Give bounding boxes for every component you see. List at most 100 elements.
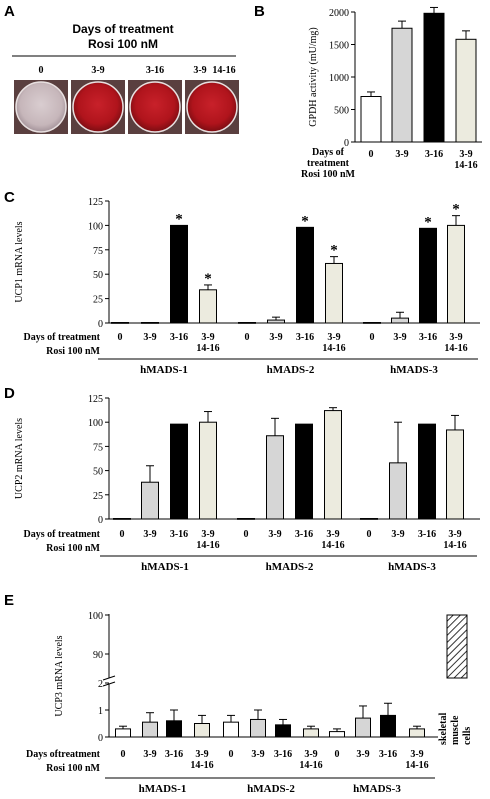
- bar: [329, 731, 345, 738]
- well-dish: [186, 81, 238, 133]
- skeletal-muscle-bar: [446, 614, 468, 679]
- well-1: [14, 80, 68, 134]
- category-label: 3-9: [195, 749, 208, 760]
- row-label: Rosi 100 nM: [301, 169, 355, 180]
- bar: [199, 421, 217, 520]
- category-label: 3-9: [268, 529, 281, 540]
- significance-star: *: [424, 214, 432, 230]
- y-tick-label: 0: [98, 319, 103, 330]
- y-tick-label: 25: [93, 295, 103, 306]
- row-label: Days of treatment: [24, 529, 101, 540]
- category-label: 14-16: [454, 160, 477, 171]
- y-tick-label: 1500: [329, 41, 349, 52]
- category-label: 14-16: [299, 760, 322, 771]
- row-label: Rosi 100 nM: [46, 346, 100, 357]
- category-label: 14-16: [196, 343, 219, 354]
- well-2: [71, 80, 125, 134]
- bar: [325, 262, 343, 324]
- category-label: 3-9: [143, 529, 156, 540]
- category-label: 3-9: [448, 529, 461, 540]
- category-label: 3-9: [395, 149, 408, 160]
- bar: [113, 518, 131, 520]
- group-label: hMADS-2: [267, 364, 315, 376]
- y-tick-label: 0: [98, 733, 103, 744]
- category-label: 3-16: [274, 749, 292, 760]
- y-tick-label: 2000: [329, 8, 349, 19]
- group-label: hMADS-1: [139, 783, 187, 795]
- row-label: Days of treatment: [24, 332, 101, 343]
- bar: [455, 38, 477, 143]
- y-tick-label: 100: [88, 221, 103, 232]
- bar: [238, 322, 256, 324]
- well-dish: [72, 81, 124, 133]
- panel-d-letter: D: [4, 385, 15, 402]
- panel-e-letter: E: [4, 592, 14, 609]
- axis-break-mark: [102, 681, 116, 687]
- category-label: 0: [245, 332, 250, 343]
- category-label: 3-9: [269, 332, 282, 343]
- category-label: 3-9: [143, 749, 156, 760]
- category-label: 3-16: [379, 749, 397, 760]
- panel-b-letter: B: [254, 3, 265, 20]
- category-label: 3-9: [459, 149, 472, 160]
- bar: [194, 723, 210, 738]
- bar: [380, 714, 396, 738]
- category-label: 0: [229, 749, 234, 760]
- y-tick-label: 75: [93, 442, 103, 453]
- well-label: 14-16: [212, 65, 235, 76]
- y-tick-label: 125: [88, 394, 103, 405]
- well-label: 3-16: [146, 65, 164, 76]
- category-label: 3-9: [201, 529, 214, 540]
- y-tick-label: 125: [88, 197, 103, 208]
- category-label: 3-9: [393, 332, 406, 343]
- panel-a-header-line1: Days of treatment: [72, 22, 173, 36]
- bar: [166, 720, 182, 738]
- panel-a-letter: A: [4, 3, 15, 20]
- panel-c-letter: C: [4, 189, 15, 206]
- significance-star: *: [204, 271, 212, 287]
- group-label: hMADS-2: [247, 783, 295, 795]
- significance-star: *: [452, 202, 460, 218]
- chart-c: 0 25 50 75 100 125 UCP1 mRNA levels 0 3-9 * 3-16 * 3…: [14, 197, 480, 376]
- y-tick-label: 1: [98, 706, 103, 717]
- significance-star: *: [175, 211, 183, 227]
- bar: [142, 721, 158, 738]
- category-label: 0: [118, 332, 123, 343]
- panel-a-wells: 0 3-9 3-16 3-9 14-16: [14, 65, 239, 134]
- bar: [360, 518, 378, 520]
- category-label: 14-16: [443, 540, 466, 551]
- y-tick-label: 0: [344, 138, 349, 149]
- category-label: 3-9: [449, 332, 462, 343]
- category-label: 14-16: [321, 540, 344, 551]
- category-label: 0: [369, 149, 374, 160]
- bar: [266, 435, 284, 520]
- bar: [324, 410, 342, 520]
- well-label: 3-9: [91, 65, 104, 76]
- category-label: 0: [367, 529, 372, 540]
- category-label: 3-16: [296, 332, 314, 343]
- bar: [391, 27, 413, 143]
- y-tick-label: 90: [93, 650, 103, 661]
- y-tick-label: 2: [98, 679, 103, 690]
- y-axis-label: UCP1 mRNA levels: [14, 221, 25, 302]
- panel-a-header-line2: Rosi 100 nM: [88, 37, 158, 51]
- category-label: 3-9: [251, 749, 264, 760]
- group-label: hMADS-3: [388, 561, 436, 573]
- bar: [141, 322, 159, 324]
- category-label: 0: [244, 529, 249, 540]
- y-tick-label: 1000: [329, 73, 349, 84]
- category-label: 3-16: [295, 529, 313, 540]
- group-label: hMADS-3: [353, 783, 401, 795]
- bar: [295, 423, 313, 520]
- category-label: 0: [335, 749, 340, 760]
- category-label: 14-16: [405, 760, 428, 771]
- y-tick-label: 25: [93, 491, 103, 502]
- category-label: 3-9: [326, 529, 339, 540]
- row-label: Rosi 100 nM: [46, 543, 100, 554]
- bar: [355, 717, 371, 738]
- category-label: 3-9: [327, 332, 340, 343]
- well-3: [128, 80, 182, 134]
- bar: [409, 728, 425, 738]
- bar: [447, 224, 465, 324]
